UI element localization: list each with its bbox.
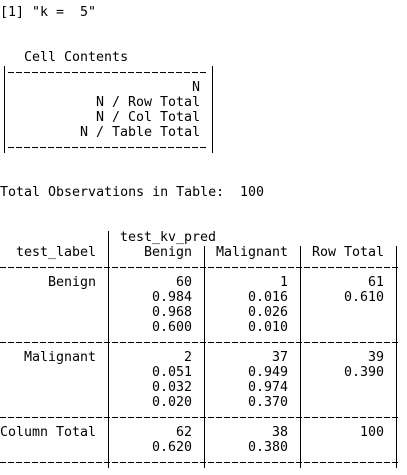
table-cell: 0.600 — [152, 319, 193, 335]
table-rule — [0, 267, 400, 268]
cell-contents-title: Cell Contents — [24, 49, 129, 65]
table-cell: 100 — [360, 424, 385, 440]
table-cell: 0.051 — [152, 364, 193, 380]
cell-contents-line: N / Row Total — [96, 94, 201, 110]
table-cell: 60 — [176, 274, 193, 290]
table-cell: 0.949 — [248, 364, 289, 380]
row-label: Benign — [48, 274, 97, 290]
column-header: Row Total — [312, 244, 385, 260]
column-variable: test_kv_pred — [120, 229, 217, 245]
table-rule — [0, 462, 400, 463]
table-cell: 37 — [272, 349, 289, 365]
table-separator — [204, 246, 205, 468]
table-cell: 0.390 — [344, 364, 385, 380]
total-label: Total Observations in Table: — [0, 184, 225, 200]
row-label: Malignant — [24, 349, 97, 365]
table-cell: 0.010 — [248, 319, 289, 335]
table-cell: 62 — [176, 424, 193, 440]
row-variable: test_label — [16, 244, 97, 260]
box-rule — [8, 72, 208, 73]
column-header: Benign — [144, 244, 193, 260]
console-line: [1] "k = 5" — [0, 4, 97, 20]
table-cell: 38 — [272, 424, 289, 440]
cell-contents-line: N / Table Total — [80, 124, 201, 140]
table-rule — [0, 342, 400, 343]
table-cell: 0.370 — [248, 394, 289, 410]
table-cell: 39 — [368, 349, 385, 365]
table-cell: 0.984 — [152, 289, 193, 305]
row-label: Column Total — [0, 424, 97, 440]
table-cell: 2 — [184, 349, 193, 365]
column-header: Malignant — [216, 244, 289, 260]
table-cell: 0.610 — [344, 289, 385, 305]
table-cell: 61 — [368, 274, 385, 290]
table-cell: 0.026 — [248, 304, 289, 320]
cell-contents-line: N / Col Total — [96, 109, 201, 125]
table-cell: 0.020 — [152, 394, 193, 410]
cell-contents-line: N — [192, 79, 201, 95]
table-cell: 0.974 — [248, 379, 289, 395]
table-rule — [0, 417, 400, 418]
table-cell: 0.032 — [152, 379, 193, 395]
table-separator — [108, 231, 109, 468]
table-cell: 0.016 — [248, 289, 289, 305]
table-cell: 0.380 — [248, 439, 289, 455]
total-value: 100 — [240, 184, 265, 200]
table-cell: 1 — [280, 274, 289, 290]
box-rule — [8, 147, 208, 148]
table-cell: 0.620 — [152, 439, 193, 455]
table-cell: 0.968 — [152, 304, 193, 320]
table-separator — [300, 246, 301, 468]
table-separator — [396, 246, 397, 468]
box-side — [4, 66, 5, 153]
box-side — [212, 66, 213, 153]
